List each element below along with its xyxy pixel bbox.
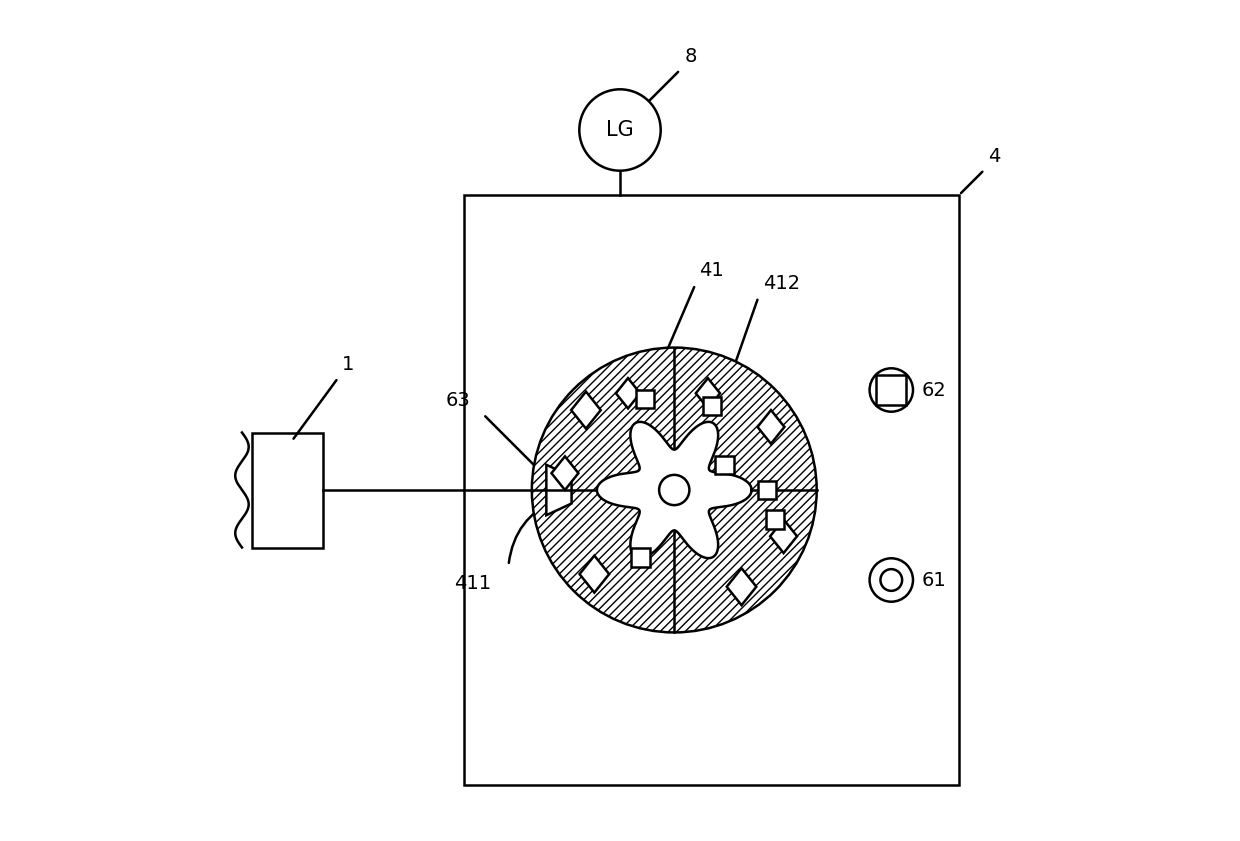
Polygon shape <box>877 375 906 405</box>
Text: 63: 63 <box>445 391 470 410</box>
Circle shape <box>880 569 903 591</box>
Polygon shape <box>631 548 650 567</box>
Polygon shape <box>596 422 751 558</box>
Polygon shape <box>727 569 756 606</box>
Text: 411: 411 <box>454 574 491 593</box>
Text: 62: 62 <box>921 380 946 399</box>
Polygon shape <box>616 378 640 409</box>
Text: 8: 8 <box>684 47 697 66</box>
Polygon shape <box>552 457 578 490</box>
Bar <box>252 432 324 547</box>
Polygon shape <box>636 390 653 409</box>
Text: 41: 41 <box>699 262 724 280</box>
Polygon shape <box>547 465 572 516</box>
Circle shape <box>869 558 913 601</box>
Polygon shape <box>579 556 609 593</box>
Circle shape <box>579 89 661 171</box>
Polygon shape <box>766 510 785 529</box>
Text: 1: 1 <box>342 355 355 373</box>
Polygon shape <box>572 392 600 429</box>
Polygon shape <box>770 520 797 553</box>
Polygon shape <box>696 378 720 409</box>
Bar <box>464 195 959 785</box>
Text: LG: LG <box>606 120 634 140</box>
Text: 61: 61 <box>921 570 946 590</box>
Polygon shape <box>758 410 785 444</box>
Text: 412: 412 <box>763 274 800 293</box>
Text: 4: 4 <box>988 146 1001 166</box>
Circle shape <box>869 368 913 412</box>
Polygon shape <box>715 456 734 474</box>
Polygon shape <box>703 397 722 415</box>
Circle shape <box>660 475 689 505</box>
Circle shape <box>532 347 817 632</box>
Polygon shape <box>758 481 776 500</box>
